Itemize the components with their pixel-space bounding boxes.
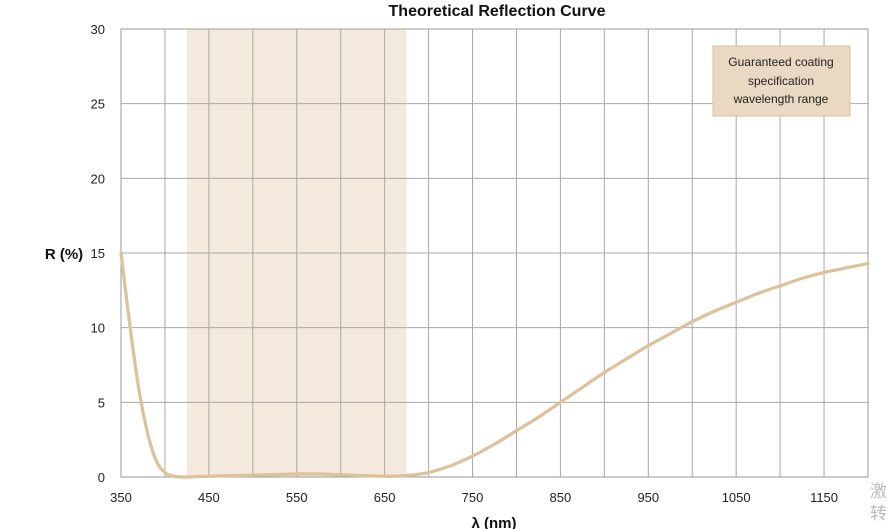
x-tick-label: 350 (110, 490, 132, 505)
y-tick-labels: 0 5 10 15 20 25 30 (91, 22, 105, 485)
y-tick-label: 0 (98, 470, 105, 485)
x-tick-label: 1150 (810, 490, 838, 505)
x-tick-label: 750 (462, 490, 484, 505)
x-tick-label: 850 (550, 490, 572, 505)
x-tick-label: 950 (637, 490, 659, 505)
chart-title: Theoretical Reflection Curve (389, 3, 606, 20)
band-legend-line-1: Guaranteed coating (728, 55, 833, 69)
band-legend-box (712, 45, 851, 117)
band-legend-line-3: wavelength range (733, 92, 829, 106)
y-tick-label: 15 (91, 246, 105, 261)
y-tick-label: 10 (91, 321, 105, 336)
x-axis-label: λ (nm) (472, 515, 517, 529)
y-tick-label: 30 (91, 22, 105, 37)
x-tick-labels: 350 450 550 650 750 850 950 1050 1150 (110, 490, 838, 505)
x-tick-label: 450 (198, 490, 220, 505)
x-tick-label: 650 (374, 490, 396, 505)
y-axis-label: R (%) (45, 246, 83, 263)
series-line (119, 251, 870, 479)
band-legend: Guaranteed coating specification wavelen… (712, 45, 851, 117)
y-tick-label: 5 (98, 395, 105, 410)
x-tick-label: 550 (286, 490, 308, 505)
band-legend-line-2: specification (748, 74, 814, 88)
watermark-char-2: 转 (870, 504, 887, 524)
y-tick-label: 25 (91, 97, 105, 112)
x-tick-label: 1050 (722, 490, 751, 505)
watermark-char-1: 激 (870, 482, 887, 502)
y-tick-label: 20 (91, 171, 105, 186)
